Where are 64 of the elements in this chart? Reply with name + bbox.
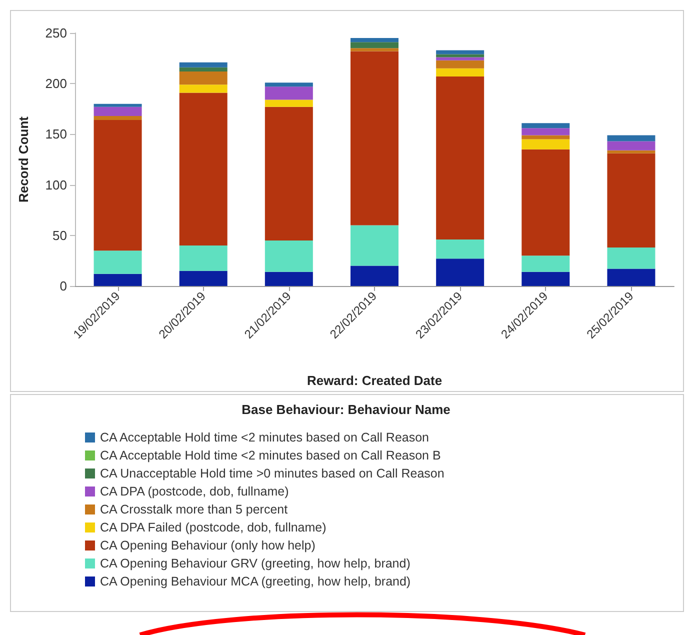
bar — [179, 62, 228, 68]
bar — [350, 38, 398, 42]
bar — [436, 60, 484, 68]
bar — [350, 48, 398, 52]
bar — [607, 268, 656, 286]
legend-label: CA DPA (postcode, dob, fullname) — [100, 484, 289, 498]
bar — [94, 116, 142, 120]
bar — [607, 248, 656, 269]
bar — [436, 76, 484, 240]
y-tick-label: 150 — [45, 126, 67, 142]
y-tick-label: 250 — [45, 26, 67, 40]
legend-label: CA Opening Behaviour GRV (greeting, how help, brand) — [100, 556, 410, 570]
bar — [264, 100, 313, 107]
bar — [607, 150, 656, 154]
legend-label: CA Acceptable Hold time <2 minutes based on Call Reason B — [100, 448, 441, 462]
legend-label: CA Unacceptable Hold time >0 minutes based on Call Reason — [100, 466, 444, 480]
bar — [264, 240, 313, 272]
y-tick-label: 0 — [60, 278, 67, 294]
bar — [607, 153, 656, 248]
bar — [94, 250, 142, 274]
legend-label: CA Acceptable Hold time <2 minutes based on Call Reason — [100, 430, 430, 444]
bar — [94, 120, 142, 251]
bar — [350, 266, 398, 286]
bar — [264, 86, 313, 100]
bar — [436, 258, 484, 286]
bar — [522, 139, 570, 150]
legend-label: CA DPA Failed (postcode, dob, fullname) — [100, 520, 326, 534]
legend-title: Base Behaviour: Behaviour Name — [242, 402, 450, 417]
bar — [522, 135, 570, 140]
bar — [522, 272, 570, 286]
y-tick-label: 50 — [52, 228, 67, 243]
bar — [436, 57, 484, 60]
bar — [522, 149, 570, 256]
legend-label: CA Crosstalk more than 5 percent — [100, 502, 288, 516]
bar — [522, 256, 570, 272]
y-tick-label: 200 — [45, 76, 67, 92]
y-tick-label: 100 — [45, 177, 67, 192]
bar — [179, 92, 228, 246]
bar — [94, 274, 142, 286]
legend-label: CA Opening Behaviour MCA (greeting, how help, brand) — [100, 574, 411, 588]
y-axis-title: Record Count — [16, 116, 31, 202]
bar — [607, 141, 656, 150]
bar — [436, 54, 484, 58]
bar — [350, 51, 398, 226]
bar — [436, 68, 484, 77]
bar — [179, 84, 228, 93]
x-axis-title: Reward: Created Date — [306, 373, 442, 388]
bar — [436, 50, 484, 54]
bar — [436, 239, 484, 259]
bar — [522, 128, 570, 136]
bar — [607, 135, 656, 142]
bar — [94, 106, 142, 116]
bar — [179, 246, 228, 271]
bar — [264, 106, 313, 240]
bar — [179, 270, 228, 286]
bar — [522, 123, 570, 128]
bar — [179, 67, 228, 72]
bar — [264, 82, 313, 87]
bar — [350, 42, 398, 48]
bar — [350, 225, 398, 266]
bar — [94, 104, 142, 107]
bar — [264, 272, 313, 286]
bar — [179, 71, 228, 85]
legend-label: CA Opening Behaviour (only how help) — [100, 538, 316, 552]
